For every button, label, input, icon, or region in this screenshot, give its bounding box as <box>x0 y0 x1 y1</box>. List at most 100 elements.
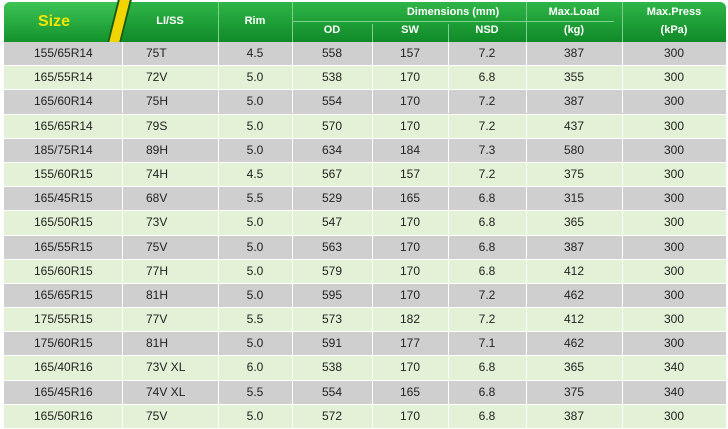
cell-od: 572 <box>321 408 343 423</box>
cell-sw: 170 <box>399 408 421 423</box>
cell-load: 365 <box>563 215 585 230</box>
cell-rim: 5.0 <box>246 215 264 230</box>
cell-rim: 5.0 <box>246 118 264 133</box>
cell-sw: 170 <box>399 118 421 133</box>
table-row: 165/55R15 75V 5.0 563 170 6.8 387 300 <box>4 235 726 260</box>
column-divider <box>292 211 293 235</box>
tire-spec-table: Size LI/SS Rim Dimensions (mm) OD SW NSD… <box>4 0 726 429</box>
column-divider <box>526 114 527 138</box>
cell-press: 300 <box>663 70 685 85</box>
cell-nsd: 7.3 <box>478 142 496 157</box>
column-divider <box>448 259 449 283</box>
column-divider <box>292 66 293 90</box>
cell-sw: 182 <box>399 312 421 327</box>
od-header: OD <box>323 24 341 36</box>
cell-load: 387 <box>563 408 585 423</box>
column-divider <box>526 259 527 283</box>
cell-load: 387 <box>563 239 585 254</box>
column-divider <box>448 404 449 428</box>
column-divider <box>292 308 293 332</box>
table-row: 165/50R15 73V 5.0 547 170 6.8 365 300 <box>4 211 726 236</box>
column-divider <box>622 235 623 259</box>
cell-load: 437 <box>563 118 585 133</box>
column-divider <box>292 380 293 404</box>
column-divider <box>448 138 449 162</box>
cell-load: 375 <box>563 166 585 181</box>
column-divider <box>448 211 449 235</box>
column-divider <box>372 90 373 114</box>
cell-od: 634 <box>321 142 343 157</box>
cell-rim: 5.0 <box>246 142 264 157</box>
cell-size: 165/40R16 <box>34 360 93 375</box>
column-divider <box>372 211 373 235</box>
cell-li: 81H <box>146 336 169 351</box>
cell-nsd: 6.8 <box>478 384 496 399</box>
column-divider <box>292 404 293 428</box>
column-divider <box>622 138 623 162</box>
column-divider <box>292 283 293 307</box>
cell-press: 300 <box>663 239 685 254</box>
cell-rim: 5.0 <box>246 94 264 109</box>
table-row: 165/60R15 77H 5.0 579 170 6.8 412 300 <box>4 259 726 284</box>
column-divider <box>526 380 527 404</box>
nsd-header: NSD <box>475 24 499 36</box>
column-divider <box>292 259 293 283</box>
column-divider <box>122 90 123 114</box>
cell-od: 570 <box>321 118 343 133</box>
column-divider <box>622 404 623 428</box>
cell-load: 365 <box>563 360 585 375</box>
column-divider <box>122 380 123 404</box>
cell-rim: 5.0 <box>246 239 264 254</box>
column-divider <box>218 380 219 404</box>
header-divider <box>448 24 449 42</box>
column-divider <box>122 283 123 307</box>
column-divider <box>218 356 219 380</box>
table-body: 155/65R14 75T 4.5 558 157 7.2 387 300 165/55R14 7… <box>4 42 726 429</box>
column-divider <box>122 114 123 138</box>
column-divider <box>122 211 123 235</box>
column-divider <box>526 404 527 428</box>
column-divider <box>622 283 623 307</box>
cell-li: 81H <box>146 287 169 302</box>
header-divider <box>372 24 373 42</box>
cell-press: 300 <box>663 336 685 351</box>
header-divider <box>292 2 293 42</box>
cell-load: 387 <box>563 46 585 60</box>
table-row: 175/60R15 81H 5.0 591 177 7.1 462 300 <box>4 332 726 357</box>
cell-press: 300 <box>663 215 685 230</box>
column-divider <box>448 332 449 356</box>
column-divider <box>292 138 293 162</box>
column-divider <box>622 90 623 114</box>
cell-press: 340 <box>663 384 685 399</box>
column-divider <box>526 187 527 211</box>
column-divider <box>622 356 623 380</box>
column-divider <box>122 332 123 356</box>
column-divider <box>372 332 373 356</box>
column-divider <box>622 308 623 332</box>
cell-li: 75T <box>146 46 167 60</box>
cell-load: 412 <box>563 263 585 278</box>
column-divider <box>526 356 527 380</box>
column-divider <box>622 380 623 404</box>
cell-size: 165/45R15 <box>34 191 93 206</box>
cell-size: 165/65R15 <box>34 287 93 302</box>
column-divider <box>448 308 449 332</box>
cell-nsd: 7.2 <box>478 118 496 133</box>
cell-sw: 170 <box>399 263 421 278</box>
column-divider <box>292 162 293 186</box>
cell-li: 68V <box>146 191 168 206</box>
column-divider <box>448 187 449 211</box>
table-row: 165/65R15 81H 5.0 595 170 7.2 462 300 <box>4 283 726 309</box>
column-divider <box>622 211 623 235</box>
cell-press: 300 <box>663 191 685 206</box>
column-divider <box>122 162 123 186</box>
table-row: 165/55R14 72V 5.0 538 170 6.8 355 300 <box>4 66 726 91</box>
cell-size: 165/55R15 <box>34 239 93 254</box>
column-divider <box>292 332 293 356</box>
cell-li: 77V <box>146 312 168 327</box>
column-divider <box>218 332 219 356</box>
column-divider <box>448 66 449 90</box>
cell-od: 558 <box>321 46 343 60</box>
cell-sw: 170 <box>399 360 421 375</box>
table-row: 165/50R16 75V 5.0 572 170 6.8 387 300 <box>4 404 726 429</box>
